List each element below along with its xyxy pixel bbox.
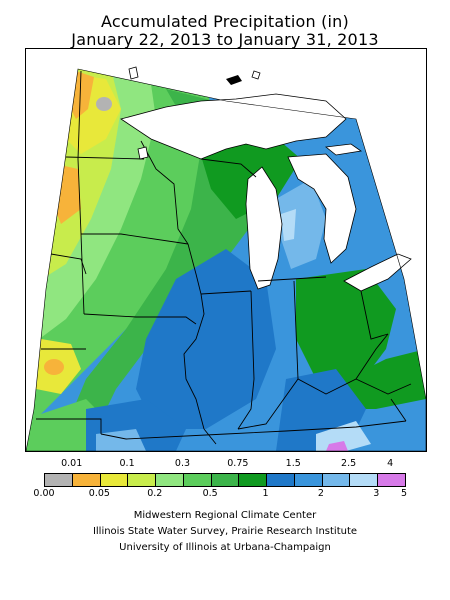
legend-upper-label: 4	[387, 458, 394, 469]
boundary-oh-river	[237, 333, 389, 430]
boundary-mi-in-oh	[257, 276, 327, 282]
boundary-mo-ky-tn	[203, 428, 217, 445]
legend-swatch	[294, 474, 323, 486]
boundary-wv-va	[355, 378, 412, 395]
boundary-mn-dakotas	[77, 70, 85, 315]
boundary-ia-il-river	[183, 293, 205, 430]
legend-lower-label: 0.2	[147, 488, 163, 499]
legend-upper-label: 0.75	[227, 458, 249, 469]
legend-lower-label: 5	[400, 488, 408, 499]
legend-upper-label: 0.1	[119, 458, 135, 469]
great-lakes	[26, 49, 426, 292]
boundary-in-oh	[293, 280, 299, 380]
boundary-oh-pa	[360, 290, 389, 340]
boundary-nd-sd	[65, 156, 145, 160]
boundary-mn-ia	[81, 233, 189, 245]
island-small-2	[128, 66, 139, 80]
legend-lower-label: 0.5	[202, 488, 218, 499]
map-title: Accumulated Precipitation (in)	[101, 12, 349, 31]
lake-huron	[287, 153, 357, 264]
boundary-mo-ar	[100, 433, 127, 440]
legend-swatch	[45, 474, 73, 486]
boundary-wi-il	[200, 290, 252, 295]
boundary-ks-ok	[36, 418, 102, 434]
legend-swatch	[322, 474, 351, 486]
boundary-ky-va	[390, 398, 407, 422]
boundary-il-in	[237, 290, 255, 430]
boundary-mi-up	[200, 158, 257, 178]
legend-swatch	[378, 474, 405, 486]
zone-dark-green-east	[296, 269, 396, 389]
zone-pale-blue-kentucky	[316, 421, 371, 451]
canada-top	[26, 49, 426, 74]
zone-orange-southwest	[44, 359, 64, 375]
legend-swatch	[183, 474, 212, 486]
credit-uiuc: University of Illinois at Urbana-Champai…	[119, 542, 331, 553]
map-canvas	[26, 49, 426, 451]
legend-swatch	[128, 474, 157, 486]
credit-mrcc: Midwestern Regional Climate Center	[133, 510, 317, 521]
isle-royale	[226, 75, 242, 85]
zone-dark-blue	[136, 249, 276, 429]
zone-light-blue-south	[96, 429, 146, 451]
boundary-wi-ia-il	[187, 243, 202, 295]
boundary-mn-wi	[140, 140, 189, 245]
legend-lower-label: 3	[373, 488, 380, 499]
lake-michigan	[245, 166, 283, 290]
zone-light-blue-michigan	[276, 179, 326, 269]
legend-upper-label: 1.5	[285, 458, 301, 469]
credit-isws: Illinois State Water Survey, Prairie Res…	[92, 526, 358, 537]
legend-colorbar	[44, 473, 406, 487]
legend-upper-label: 2.5	[341, 458, 357, 469]
zone-pale-blue-michigan	[281, 209, 296, 241]
legend-swatch	[100, 474, 129, 486]
lake-islands	[128, 66, 363, 160]
legend-lower-label: 0.00	[33, 488, 55, 499]
map-date-range: January 22, 2013 to January 31, 2013	[71, 30, 379, 49]
legend-lower-label: 2	[317, 488, 324, 499]
legend-lower-label: 0.05	[88, 488, 110, 499]
legend-swatch	[211, 474, 240, 486]
island-small-1	[251, 70, 261, 80]
legend-upper-label: 0.3	[174, 458, 191, 469]
state-boundaries	[36, 70, 412, 445]
legend-upper-label: 0.01	[61, 458, 83, 469]
boundary-sd-ne	[50, 253, 87, 275]
map-outline	[26, 68, 426, 451]
boundary-ky-tn	[125, 420, 407, 440]
boundary-ia-mo	[83, 313, 197, 325]
zone-gray-spot	[96, 97, 112, 111]
legend-swatch	[239, 474, 268, 486]
island-manitoulin	[325, 143, 363, 156]
legend-lower-label: 1	[262, 488, 269, 499]
precipitation-map	[25, 48, 427, 452]
legend-swatch	[72, 474, 101, 486]
legend-swatch	[267, 474, 295, 486]
lake-north-canada	[356, 49, 426, 239]
legend-swatch	[350, 474, 379, 486]
precip-legend: 0.01 0.1 0.3 0.75 1.5 2.5 4 0.00 0.05 0.2 0.5 1 2 3 5	[33, 456, 408, 504]
zone-violet-spot	[326, 441, 348, 451]
lake-superior	[120, 93, 347, 160]
legend-swatch	[156, 474, 184, 486]
lake-lake-winnebago	[137, 146, 149, 160]
